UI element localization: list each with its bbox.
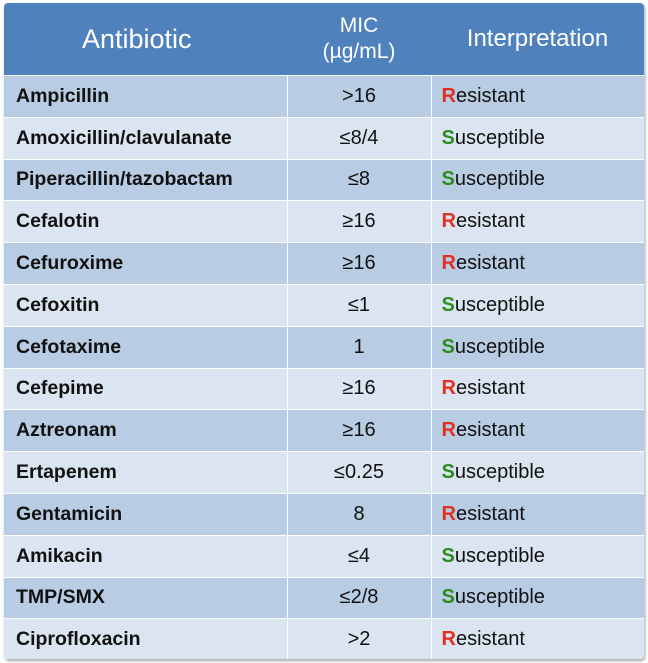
- interpretation-initial: S: [441, 335, 455, 358]
- antibiotic-name: Cefalotin: [4, 200, 287, 243]
- interpretation-initial: S: [441, 461, 455, 484]
- header-mic-line2: (µg/mL): [322, 40, 396, 63]
- antibiotic-name: Cefotaxime: [4, 325, 287, 369]
- interpretation-rest: usceptible: [454, 126, 545, 149]
- interpretation-initial: R: [441, 84, 456, 107]
- interpretation-rest: esistant: [455, 377, 525, 400]
- table-row: Ampicillin >16 Resistant: [4, 75, 644, 118]
- table-row: Cefepime ≥16 Resistant: [4, 367, 644, 410]
- interpretation-initial: R: [441, 210, 456, 233]
- antibiotic-name: Ampicillin: [4, 75, 287, 118]
- mic-value: >2: [286, 618, 431, 659]
- interpretation: Susceptible: [430, 325, 644, 369]
- interpretation-initial: S: [441, 544, 455, 567]
- interpretation: Resistant: [430, 492, 644, 536]
- interpretation: Susceptible: [430, 283, 644, 327]
- antibiotic-name: Cefepime: [4, 367, 287, 410]
- header-antibiotic: Antibiotic: [4, 3, 287, 76]
- interpretation: Resistant: [430, 75, 644, 118]
- interpretation: Resistant: [430, 200, 644, 243]
- interpretation-rest: esistant: [455, 84, 525, 107]
- table-row: Amoxicillin/clavulanate ≤8/4 Susceptible: [4, 116, 644, 160]
- interpretation-rest: usceptible: [454, 168, 545, 191]
- interpretation-initial: S: [441, 293, 455, 316]
- mic-value: ≥16: [286, 367, 431, 410]
- antibiotic-name: Cefoxitin: [4, 283, 287, 327]
- mic-value: 1: [286, 325, 431, 369]
- interpretation-rest: esistant: [455, 419, 525, 442]
- antibiotic-name: Amoxicillin/clavulanate: [4, 116, 287, 160]
- interpretation: Resistant: [430, 618, 644, 659]
- antibiotic-name: Ertapenem: [4, 451, 287, 494]
- table-row: Ciprofloxacin >2 Resistant: [4, 618, 644, 659]
- interpretation: Resistant: [430, 367, 644, 410]
- interpretation-initial: R: [441, 377, 456, 400]
- table-row: Aztreonam ≥16 Resistant: [4, 409, 644, 452]
- interpretation: Susceptible: [430, 534, 644, 578]
- mic-value: ≤1: [286, 283, 431, 327]
- interpretation-rest: usceptible: [454, 544, 545, 567]
- interpretation-initial: S: [441, 126, 455, 149]
- interpretation-rest: esistant: [455, 628, 525, 651]
- table-row: Cefuroxime ≥16 Resistant: [4, 242, 644, 285]
- mic-value: ≥16: [286, 200, 431, 243]
- interpretation: Susceptible: [430, 116, 644, 160]
- antibiotic-name: TMP/SMX: [4, 576, 287, 619]
- antibiotic-name: Gentamicin: [4, 492, 287, 536]
- interpretation-rest: usceptible: [454, 293, 545, 316]
- mic-value: 8: [286, 492, 431, 536]
- mic-value: ≤4: [286, 534, 431, 578]
- interpretation: Susceptible: [430, 451, 644, 494]
- mic-value: ≤8: [286, 158, 431, 201]
- table-header-row: Antibiotic MIC (µg/mL) Interpretation: [4, 3, 644, 76]
- table-row: TMP/SMX ≤2/8 Susceptible: [4, 576, 644, 619]
- antibiotic-name: Aztreonam: [4, 409, 287, 452]
- mic-value: ≥16: [286, 409, 431, 452]
- mic-value: ≤0.25: [286, 451, 431, 494]
- table-row: Cefoxitin ≤1 Susceptible: [4, 283, 644, 327]
- mic-value: ≤2/8: [286, 576, 431, 619]
- header-mic: MIC (µg/mL): [287, 3, 431, 76]
- interpretation: Resistant: [430, 409, 644, 452]
- table-row: Piperacillin/tazobactam ≤8 Susceptible: [4, 158, 644, 201]
- interpretation-rest: usceptible: [454, 461, 545, 484]
- table-row: Amikacin ≤4 Susceptible: [4, 534, 644, 578]
- interpretation-rest: esistant: [455, 502, 525, 525]
- header-mic-line1: MIC: [339, 14, 379, 37]
- table-row: Cefotaxime 1 Susceptible: [4, 325, 644, 369]
- interpretation-rest: esistant: [455, 210, 525, 233]
- interpretation: Susceptible: [430, 576, 644, 619]
- mic-value: ≥16: [286, 242, 431, 285]
- interpretation-initial: S: [441, 168, 455, 191]
- interpretation-initial: R: [441, 252, 456, 275]
- interpretation-rest: usceptible: [454, 586, 545, 609]
- antibiotic-name: Cefuroxime: [4, 242, 287, 285]
- antibiotic-name: Piperacillin/tazobactam: [4, 158, 287, 201]
- interpretation: Susceptible: [430, 158, 644, 201]
- interpretation-rest: esistant: [455, 252, 525, 275]
- header-interpretation: Interpretation: [431, 3, 644, 76]
- table-row: Gentamicin 8 Resistant: [4, 492, 644, 536]
- antibiotic-name: Ciprofloxacin: [4, 618, 287, 659]
- susceptibility-table-container: Antibiotic MIC (µg/mL) Interpretation Am…: [4, 3, 644, 659]
- interpretation-initial: R: [441, 419, 456, 442]
- interpretation-rest: usceptible: [454, 335, 545, 358]
- susceptibility-table: Antibiotic MIC (µg/mL) Interpretation Am…: [4, 3, 644, 659]
- table-row: Ertapenem ≤0.25 Susceptible: [4, 451, 644, 494]
- interpretation-initial: R: [441, 628, 456, 651]
- interpretation-initial: R: [441, 502, 456, 525]
- table-row: Cefalotin ≥16 Resistant: [4, 200, 644, 243]
- mic-value: ≤8/4: [286, 116, 431, 160]
- interpretation-initial: S: [441, 586, 455, 609]
- interpretation: Resistant: [430, 242, 644, 285]
- antibiotic-name: Amikacin: [4, 534, 287, 578]
- table-body: Ampicillin >16 Resistant Amoxicillin/clavul…: [4, 75, 644, 659]
- mic-value: >16: [286, 75, 431, 118]
